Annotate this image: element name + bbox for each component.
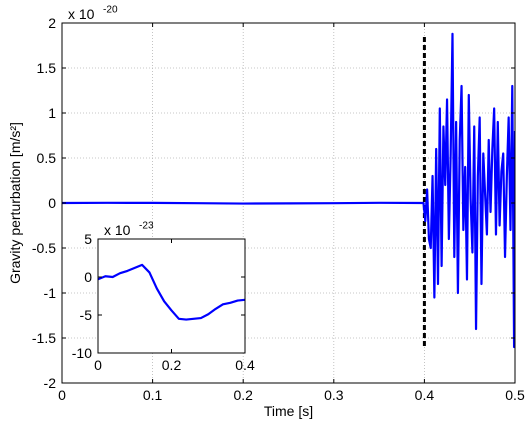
x-tick-label: 0 <box>58 387 66 403</box>
inset-chart: 0 0.2 0.4 5 0 -5 -10 x 10 -23 <box>72 220 255 373</box>
exponent-label: x 10 <box>104 222 131 238</box>
y-tick-label: 1 <box>48 105 56 121</box>
x-tick-label: 0.3 <box>324 387 344 403</box>
y-tick-label: 2 <box>48 15 56 31</box>
exponent-power: -20 <box>103 4 118 15</box>
y-tick-label: -1 <box>44 285 57 301</box>
y-tick-label: -1.5 <box>32 330 56 346</box>
x-axis-label: Time [s] <box>264 403 313 419</box>
x-tick-label: 0.2 <box>162 357 182 373</box>
x-tick-label: 0.1 <box>143 387 163 403</box>
x-tick-label: 0.4 <box>415 387 435 403</box>
x-tick-label: 0.5 <box>505 387 525 403</box>
series-line <box>62 32 515 349</box>
exponent-label: x 10 <box>68 6 95 22</box>
exponent-power: -23 <box>139 220 154 231</box>
y-tick-label: 0 <box>48 195 56 211</box>
y-tick-label: 5 <box>84 231 92 247</box>
y-tick-label: -2 <box>44 375 57 391</box>
y-tick-label: 0.5 <box>37 150 57 166</box>
x-tick-label: 0 <box>94 357 102 373</box>
y-tick-label: 0 <box>84 269 92 285</box>
y-tick-label: -5 <box>80 307 93 323</box>
y-tick-label: -10 <box>72 345 92 361</box>
y-tick-label: -0.5 <box>32 240 56 256</box>
x-tick-label: 0.2 <box>233 387 253 403</box>
series-line <box>98 263 245 321</box>
y-axis-label: Gravity perturbation [m/s²] <box>7 122 23 284</box>
plot-area <box>98 239 245 353</box>
y-tick-label: 1.5 <box>37 60 57 76</box>
x-tick-label: 0.4 <box>235 357 255 373</box>
